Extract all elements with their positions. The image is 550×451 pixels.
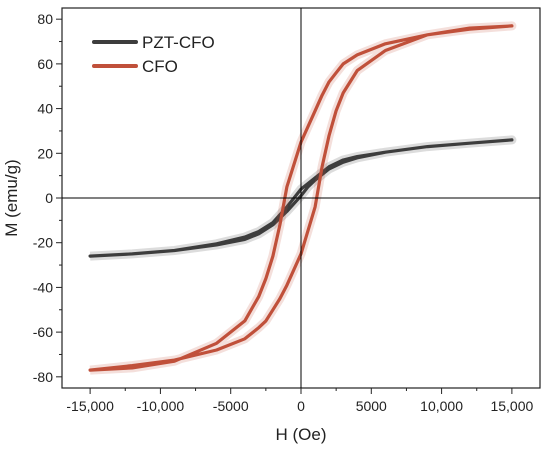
y-tick-label: 80: [37, 11, 53, 27]
x-tick-label: -5000: [213, 398, 249, 414]
y-tick-label: -80: [33, 369, 53, 385]
y-axis-ticks: -80 -60 -40 -20 0 20 40 60 80: [33, 11, 62, 385]
series-layer: [88, 21, 517, 375]
x-tick-label: 10,000: [420, 398, 463, 414]
y-tick-label: 0: [45, 190, 53, 206]
series-line-cfo: [88, 24, 514, 372]
x-axis-title: H (Oe): [276, 425, 327, 444]
series-line-pzt-cfo: [88, 138, 514, 258]
y-tick-label: 40: [37, 101, 53, 117]
x-tick-label: -10,000: [137, 398, 185, 414]
legend-label-pzt-cfo: PZT-CFO: [142, 33, 215, 52]
y-tick-label: 20: [37, 145, 53, 161]
legend-label-cfo: CFO: [142, 57, 178, 76]
x-tick-label: 5000: [356, 398, 387, 414]
y-tick-label: 60: [37, 56, 53, 72]
y-tick-label: -60: [33, 324, 53, 340]
x-tick-label: -15,000: [66, 398, 114, 414]
y-tick-label: -20: [33, 235, 53, 251]
y-tick-label: -40: [33, 279, 53, 295]
y-axis-title: M (emu/g): [2, 159, 21, 236]
x-tick-label: 15,000: [490, 398, 533, 414]
legend: PZT-CFO CFO: [92, 33, 215, 76]
x-axis-ticks: -15,000 -10,000 -5000 0 5000 10,000 15,000: [66, 388, 534, 414]
x-tick-label: 0: [297, 398, 305, 414]
